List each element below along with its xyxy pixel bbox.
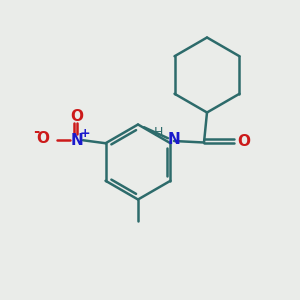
Text: O: O bbox=[238, 134, 250, 148]
Text: H: H bbox=[154, 126, 163, 139]
Text: O: O bbox=[70, 109, 83, 124]
Text: N: N bbox=[168, 132, 180, 147]
Text: -: - bbox=[33, 124, 39, 139]
Text: +: + bbox=[79, 127, 90, 140]
Text: N: N bbox=[70, 133, 83, 148]
Text: O: O bbox=[36, 131, 49, 146]
